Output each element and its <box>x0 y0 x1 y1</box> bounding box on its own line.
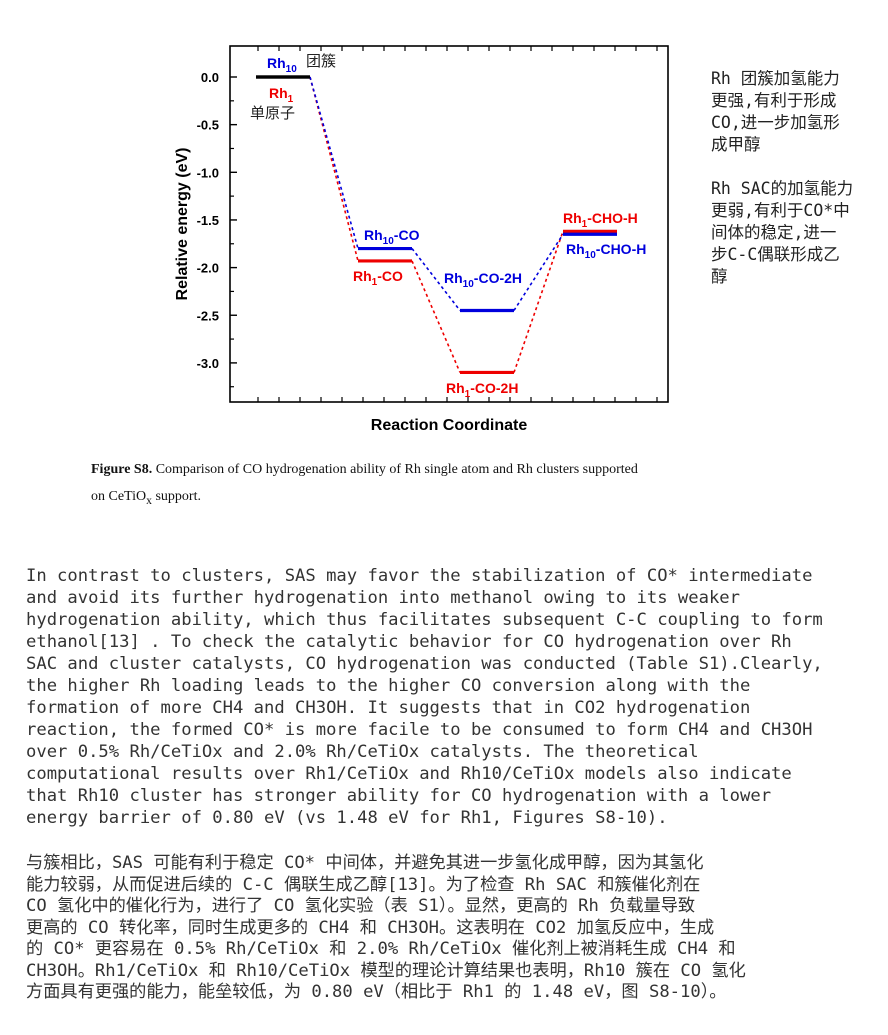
side-note-cluster: Rh 团簇加氢能力 更强,有利于形成 CO,进一步加氢形 成甲醇 <box>711 69 840 154</box>
x-axis-ticks <box>257 46 658 402</box>
data-label-rh1-0: Rh1 <box>269 85 294 105</box>
series-connector-rh10 <box>309 76 359 249</box>
data-label-rh10-1: Rh10-CO <box>364 227 420 247</box>
x-axis-label: Reaction Coordinate <box>371 417 528 434</box>
start-note-rh10: 团簇 <box>306 52 336 70</box>
data-label-rh1-2: Rh1-CO-2H <box>446 380 518 400</box>
paragraph-english: In contrast to clusters, SAS may favor t… <box>26 566 823 828</box>
y-axis-label: Relative energy (eV) <box>174 148 191 301</box>
y-tick-label: -2.5 <box>197 308 219 323</box>
y-tick-label: 0.0 <box>201 70 219 85</box>
series-connector-rh1 <box>411 260 461 373</box>
paragraph-chinese: 与簇相比，SAS 可能有利于稳定 CO* 中间体，并避免其进一步氢化成甲醇，因为… <box>26 853 746 1002</box>
y-tick-label: -0.5 <box>197 118 219 133</box>
caption-text-3: support. <box>151 489 201 504</box>
caption-subscript: x <box>146 493 152 507</box>
y-tick-label: -1.5 <box>197 213 219 228</box>
data-label-rh10-0: Rh10 <box>267 55 297 75</box>
data-label-rh1-1: Rh1-CO <box>353 268 403 288</box>
figure-caption: Figure S8. Comparison of CO hydrogenatio… <box>91 456 771 514</box>
caption-text-1: Comparison of CO hydrogenation ability o… <box>152 462 638 477</box>
y-tick-label: -2.0 <box>197 261 219 276</box>
side-note-sac: Rh SAC的加氢能力 更弱,有利于CO*中 间体的稳定,进一 步C-C偶联形成… <box>711 179 854 286</box>
label-layer: Rh10 Rh10-CO Rh10-CO-2H Rh10-CHO-H 团簇 Rh1 Rh1-… <box>250 52 646 400</box>
energy-profile-chart: 0.0-0.5-1.0-1.5-2.0-2.5-3.0 Rh10Rh10-COR… <box>174 45 669 434</box>
series-connector-rh10 <box>411 248 461 311</box>
plot-frame <box>229 45 669 403</box>
data-label-rh1-3: Rh1-CHO-H <box>563 210 638 230</box>
y-axis-ticks: 0.0 -0.5 -1.0 -1.5 -2.0 -2.5 -3.0 <box>197 70 237 388</box>
data-label-rh10-3: Rh10-CHO-H <box>566 241 646 261</box>
data-label-rh10-2: Rh10-CO-2H <box>444 270 522 290</box>
y-tick-label: -3.0 <box>197 356 219 371</box>
series-connector-rh1 <box>513 231 564 373</box>
caption-label: Figure S8. <box>91 462 153 477</box>
caption-text-2: on CeTiO <box>91 489 147 504</box>
series-connector-rh1 <box>309 76 359 262</box>
y-tick-label: -1.0 <box>197 165 219 180</box>
series-layer <box>256 75 617 375</box>
start-note-rh1: 单原子 <box>250 104 295 122</box>
